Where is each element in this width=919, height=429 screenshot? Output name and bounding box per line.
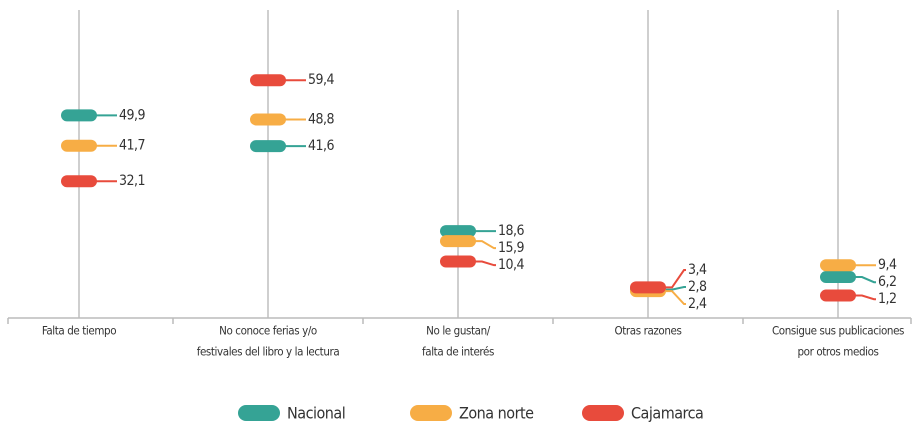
dot-marker — [61, 109, 97, 122]
dot-marker — [61, 175, 97, 188]
x-tick-label: Falta de tiempo — [42, 324, 116, 338]
dot-marker — [250, 140, 286, 153]
legend-label: Zona norte — [459, 404, 534, 423]
value-label: 15,9 — [498, 240, 525, 256]
leader-line — [852, 276, 876, 284]
dot-marker — [440, 235, 476, 248]
legend-label: Nacional — [287, 404, 345, 423]
x-tick-label: Otras razones — [615, 324, 682, 338]
dot-marker — [820, 289, 856, 302]
leader-line — [472, 260, 496, 267]
value-label: 3,4 — [688, 262, 707, 278]
legend-label: Cajamarca — [631, 404, 703, 423]
dot-marker — [440, 255, 476, 268]
legend-swatch — [238, 405, 280, 421]
value-label: 2,4 — [688, 296, 707, 312]
x-tick-label: No le gustan/ — [426, 324, 491, 338]
value-label: 41,7 — [119, 138, 145, 154]
value-label: 18,6 — [498, 223, 525, 239]
legend-swatch — [410, 405, 452, 421]
value-label: 32,1 — [119, 173, 145, 189]
dot-marker — [440, 225, 476, 238]
x-tick-label: por otros medios — [797, 345, 878, 359]
value-label: 41,6 — [308, 138, 335, 154]
value-label: 10,4 — [498, 257, 525, 273]
value-label: 6,2 — [878, 274, 897, 290]
x-tick-label: Consigue sus publicaciones — [772, 324, 904, 338]
value-label: 49,9 — [119, 107, 146, 123]
dot-marker — [820, 271, 856, 284]
value-label: 2,8 — [688, 279, 707, 295]
dot-marker — [250, 113, 286, 126]
dot-marker — [250, 74, 286, 87]
value-label: 9,4 — [878, 257, 897, 273]
x-tick-label: No conoce ferias y/o — [219, 324, 317, 338]
dot-marker — [820, 259, 856, 272]
x-tick-label: festivales del libro y la lectura — [197, 345, 340, 359]
x-tick-label: falta de interés — [422, 345, 494, 359]
leader-line — [662, 286, 686, 291]
dot-marker — [630, 281, 666, 294]
leader-line — [662, 290, 686, 305]
leader-line — [472, 240, 496, 250]
value-label: 59,4 — [308, 72, 335, 88]
leader-line — [662, 269, 686, 289]
value-label: 1,2 — [878, 291, 897, 307]
value-label: 48,8 — [308, 111, 335, 127]
dot-marker — [61, 139, 97, 152]
leader-line — [852, 294, 876, 301]
legend-swatch — [582, 405, 624, 421]
